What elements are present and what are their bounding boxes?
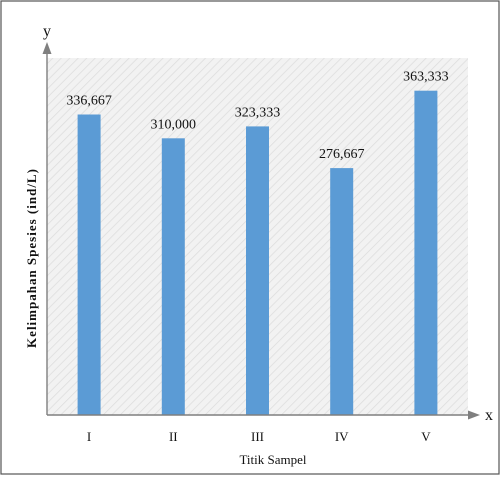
data-label-V: 363,333 <box>403 70 449 85</box>
bar-III <box>246 126 269 416</box>
x-tick-label-III: III <box>251 429 264 444</box>
bar-II <box>161 138 185 416</box>
bar-V <box>414 90 438 415</box>
value-labels-layer: 336,667 310,000 323,333 276,667 363,333 <box>66 70 448 162</box>
x-tick-label-V: V <box>421 429 431 444</box>
x-axis-letter: x <box>485 407 493 424</box>
data-label-III: 323,333 <box>235 105 281 120</box>
x-axis-arrow-icon <box>468 410 480 420</box>
data-label-II: 310,000 <box>151 117 197 132</box>
x-axis-title: Titik Sampel <box>239 452 306 467</box>
x-tick-label-I: I <box>87 429 91 444</box>
bar-IV <box>330 168 354 415</box>
data-label-IV: 276,667 <box>319 147 365 162</box>
y-axis-arrow-icon <box>42 42 52 54</box>
data-label-I: 336,667 <box>66 94 112 109</box>
x-tick-label-IV: IV <box>335 429 349 444</box>
tick-labels-layer: I II III IV V <box>87 429 431 444</box>
bars-layer <box>77 90 438 416</box>
y-axis-title: Kelimpahan Spesies (ind/L) <box>24 168 39 348</box>
x-tick-label-II: II <box>169 429 178 444</box>
y-axis-letter: y <box>43 23 51 40</box>
bar-I <box>77 114 101 415</box>
